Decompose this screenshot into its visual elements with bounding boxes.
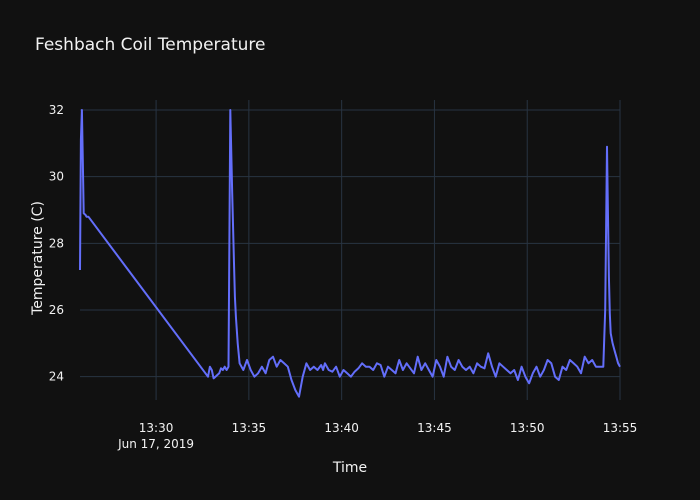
- x-tick-label: 13:30: [139, 421, 174, 435]
- x-tick-label: 13:35: [232, 421, 267, 435]
- y-axis-ticks: 24 26 28 30 32: [49, 103, 64, 384]
- x-tick-label: 13:50: [510, 421, 545, 435]
- grid: [80, 100, 621, 400]
- x-tick-label: 13:40: [324, 421, 359, 435]
- x-axis-ticks: 13:30 Jun 17, 2019 13:35 13:40 13:45 13:50 13:…: [117, 421, 637, 451]
- y-tick-label: 32: [49, 103, 64, 117]
- y-tick-label: 30: [49, 170, 64, 184]
- y-tick-label: 26: [49, 303, 64, 317]
- series-layer: [79, 109, 621, 398]
- temperature-series-line: [79, 109, 621, 398]
- y-tick-label: 24: [49, 370, 64, 384]
- y-axis-title: Temperature (C): [30, 201, 46, 316]
- x-tick-label: 13:45: [417, 421, 452, 435]
- chart-title: Feshbach Coil Temperature: [35, 35, 265, 55]
- x-tick-label: 13:55: [603, 421, 638, 435]
- y-tick-label: 28: [49, 236, 64, 250]
- x-tick-sublabel: Jun 17, 2019: [117, 437, 194, 451]
- x-axis-title: Time: [332, 460, 367, 476]
